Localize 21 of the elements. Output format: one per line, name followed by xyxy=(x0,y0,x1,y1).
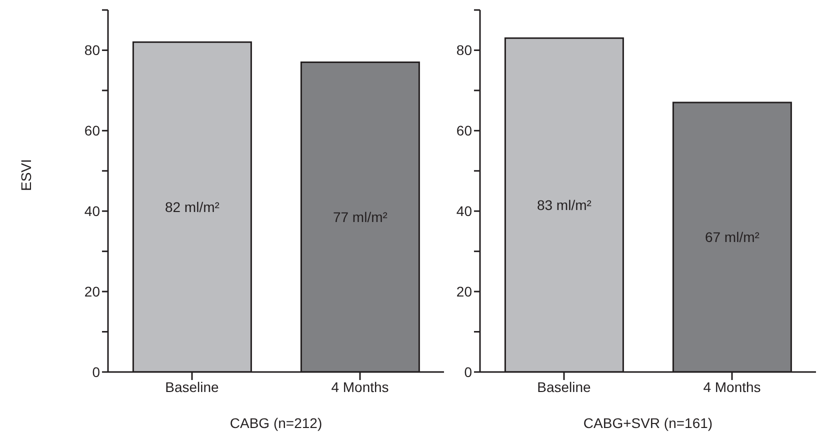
x-axis-title: CABG (n=212) xyxy=(230,415,322,431)
y-axis-title: ESVI xyxy=(18,159,34,191)
y-tick-label: 40 xyxy=(84,203,100,220)
x-axis-title: CABG+SVR (n=161) xyxy=(583,415,713,431)
x-tick-label: 4 Months xyxy=(331,378,389,395)
y-tick-label: 20 xyxy=(456,284,472,300)
y-tick-label: 20 xyxy=(84,284,100,300)
x-tick-label: Baseline xyxy=(165,378,220,395)
data-label: 83 ml/m² xyxy=(536,197,592,214)
data-label: 77 ml/m² xyxy=(332,209,388,226)
y-tick-label: 0 xyxy=(92,364,100,380)
y-tick-label: 0 xyxy=(464,364,472,380)
y-tick-label: 80 xyxy=(84,42,100,58)
x-tick-label: Baseline xyxy=(537,378,592,395)
y-tick-label: 60 xyxy=(456,122,472,139)
y-tick-label: 80 xyxy=(456,42,472,58)
data-label: 67 ml/m² xyxy=(704,229,760,246)
data-label: 82 ml/m² xyxy=(164,199,220,216)
y-tick-label: 60 xyxy=(84,122,100,139)
y-tick-label: 40 xyxy=(456,203,472,220)
x-tick-label: 4 Months xyxy=(703,378,761,395)
